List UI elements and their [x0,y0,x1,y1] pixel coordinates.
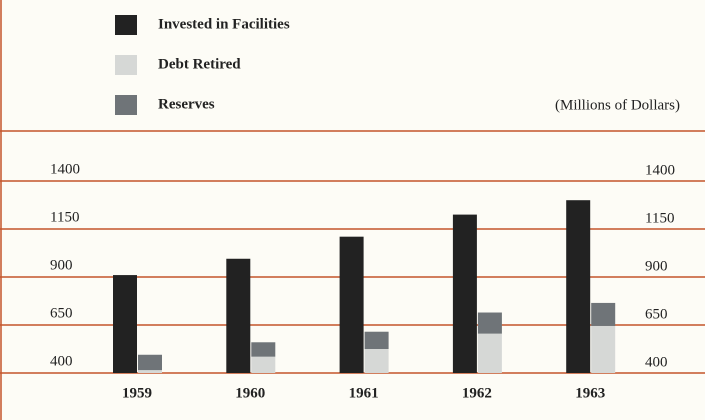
bar [226,258,251,373]
legend-label: Debt Retired [158,56,241,72]
x-tick-label: 1962 [462,385,492,401]
bar-segment [591,302,616,326]
y2-tick-label: 900 [645,258,668,274]
x-tick-label: 1959 [122,385,152,401]
y-tick-label: 650 [50,305,73,321]
bar [339,236,364,373]
bar-segment [138,370,162,373]
bar-segment [477,333,502,373]
y-tick-label: 1400 [50,161,80,177]
y2-tick-label: 1150 [645,210,674,226]
bar-segment [138,354,162,371]
legend-swatch [115,15,137,35]
legend-swatch [115,95,137,115]
bar-segment [251,356,276,373]
bar [452,214,477,373]
legend-label: Reserves [158,96,215,112]
unit-annotation: (Millions of Dollars) [555,97,680,113]
legend-label: Invested in Facilities [158,16,290,32]
bar-segment [477,312,502,334]
bar-segment [251,342,276,357]
bar [566,200,591,373]
x-tick-label: 1960 [235,385,265,401]
y2-tick-label: 1400 [645,162,675,178]
bar-segment [364,349,389,373]
y-tick-label: 1150 [50,209,79,225]
y2-tick-label: 400 [645,354,668,370]
x-tick-label: 1963 [575,385,605,401]
y2-tick-label: 650 [645,306,668,322]
legend-swatch [115,55,137,75]
y-tick-label: 400 [50,353,73,369]
x-tick-label: 1961 [349,385,379,401]
y-tick-label: 900 [50,257,73,273]
bar-segment [591,325,616,373]
bar-segment [364,331,389,349]
bar [113,275,137,373]
